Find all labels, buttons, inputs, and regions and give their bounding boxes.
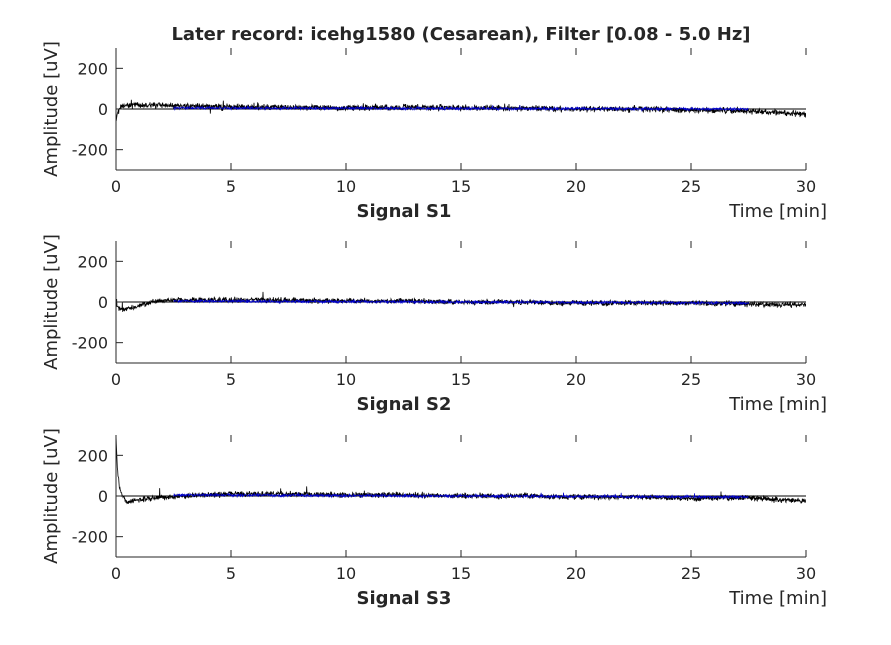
series-blue-s3 (173, 492, 749, 500)
series-black-s3 (116, 435, 806, 505)
x-tick-label: 5 (226, 370, 236, 389)
series-black-s1 (116, 99, 806, 122)
x-tick-label: 20 (566, 370, 586, 389)
x-tick-label: 5 (226, 564, 236, 583)
x-tick-label: 5 (226, 177, 236, 196)
y-tick-label: 0 (98, 100, 108, 119)
x-tick-label: 20 (566, 177, 586, 196)
x-tick-label: 25 (681, 564, 701, 583)
x-tick-label: 10 (336, 177, 356, 196)
x-axis-label: Time [min] (728, 394, 827, 415)
x-tick-label: 15 (451, 177, 471, 196)
y-tick-label: 200 (77, 59, 108, 78)
y-tick-label: -200 (72, 334, 108, 353)
y-tick-label: 200 (77, 252, 108, 271)
y-axis-label: Amplitude [uV] (41, 41, 62, 177)
y-tick-label: 0 (98, 293, 108, 312)
x-tick-label: 0 (111, 370, 121, 389)
x-tick-label: 10 (336, 564, 356, 583)
y-axis-label: Amplitude [uV] (41, 234, 62, 370)
x-tick-label: 10 (336, 370, 356, 389)
x-tick-label: 0 (111, 564, 121, 583)
x-axis-label: Time [min] (728, 201, 827, 222)
y-tick-label: 0 (98, 487, 108, 506)
subplot-title: Signal S2 (357, 394, 452, 415)
y-tick-label: -200 (72, 528, 108, 547)
subplot-title: Signal S3 (357, 588, 452, 609)
x-tick-label: 0 (111, 177, 121, 196)
x-tick-label: 20 (566, 564, 586, 583)
x-tick-label: 15 (451, 370, 471, 389)
x-tick-label: 30 (796, 564, 816, 583)
y-axis-label: Amplitude [uV] (41, 428, 62, 564)
series-blue-s1 (173, 105, 749, 112)
x-tick-label: 25 (681, 177, 701, 196)
x-axis-label: Time [min] (728, 588, 827, 609)
figure-title: Later record: icehg1580 (Cesarean), Filt… (171, 24, 750, 45)
series-blue-s2 (173, 298, 749, 306)
x-tick-label: 30 (796, 370, 816, 389)
x-tick-label: 25 (681, 370, 701, 389)
y-tick-label: 200 (77, 446, 108, 465)
x-tick-label: 15 (451, 564, 471, 583)
y-tick-label: -200 (72, 141, 108, 160)
x-tick-label: 30 (796, 177, 816, 196)
subplot-title: Signal S1 (357, 201, 452, 222)
